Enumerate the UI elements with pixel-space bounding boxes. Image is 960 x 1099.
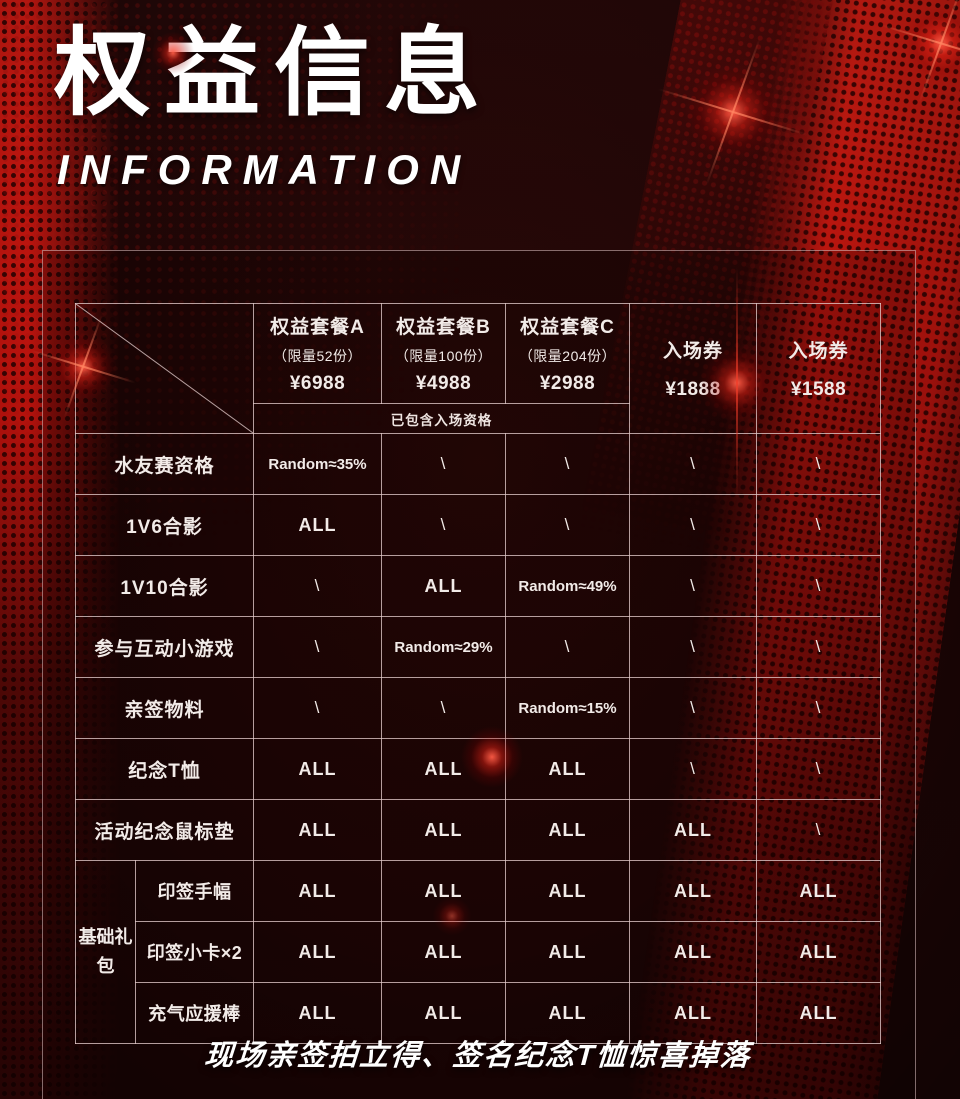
row-label: 印签小卡×2 [135,921,254,983]
subheader-row: 已包含入场资格 [76,403,881,434]
cell-value: \ [629,738,757,800]
package-limit: （限量52份） [272,348,363,364]
table-row: 参与互动小游戏 \ Random≈29% \ \ \ [75,616,881,678]
row-label: 水友赛资格 [75,433,254,495]
table-row: 充气应援棒 ALL ALL ALL ALL ALL [76,982,881,1044]
row-label: 印签手幅 [135,860,254,922]
table-row: 活动纪念鼠标垫 ALL ALL ALL ALL \ [75,799,881,861]
ticket-name: 入场券 [788,341,849,362]
benefits-table: 权益套餐A （限量52份） ¥6988 权益套餐B （限量100份） ¥4988… [75,303,881,1044]
cell-value: \ [381,433,506,495]
footer-note: 现场亲签拍立得、签名纪念T恤惊喜掉落 [203,1040,753,1072]
cell-value: ALL [505,860,630,922]
cell-value: ALL [253,494,382,556]
row-label: 活动纪念鼠标垫 [75,799,254,861]
table-row: 亲签物料 \ \ Random≈15% \ \ [75,677,881,739]
column-header-package-b: 权益套餐B （限量100份） ¥4988 [381,303,506,404]
cell-value: \ [629,494,757,556]
cell-value: ALL [253,860,382,922]
cell-value: ALL [381,799,506,861]
cell-value: \ [629,677,757,739]
column-header-package-c: 权益套餐C （限量204份） ¥2988 [505,303,630,404]
table-row: 水友赛资格 Random≈35% \ \ \ \ [75,433,881,495]
cell-value: ALL [629,799,757,861]
cell-value: \ [253,616,382,678]
cell-value: \ [629,433,757,495]
cell-value: ALL [505,921,630,983]
row-label: 参与互动小游戏 [75,616,254,678]
cell-value: \ [756,555,881,617]
cell-value: ALL [381,860,506,922]
row-label: 亲签物料 [75,677,254,739]
cell-value: \ [756,494,881,556]
cell-value: \ [505,494,630,556]
cell-value: ALL [253,921,382,983]
row-label: 1V6合影 [75,494,254,556]
cell-value: \ [756,433,881,495]
subheader-note: 已包含入场资格 [253,403,630,434]
cell-value: \ [381,494,506,556]
group-label: 基础礼包 [75,860,136,1044]
cell-value: \ [756,799,881,861]
ticket-price: ¥1588 [790,379,847,400]
cell-value: ALL [756,921,881,983]
column-header-ticket-1888: 入场券 ¥1888 [629,303,757,434]
cell-value: ALL [629,860,757,922]
page-title: 权益信息 [54,20,494,127]
cell-value: \ [253,555,382,617]
cell-value: ALL [253,738,382,800]
header-row: 权益套餐A （限量52份） ¥6988 权益套餐B （限量100份） ¥4988… [75,303,881,434]
cell-value: ALL [505,799,630,861]
cell-value: ALL [756,982,881,1044]
cell-value: \ [381,677,506,739]
cell-value: \ [505,433,630,495]
column-header-ticket-1588: 入场券 ¥1588 [756,303,881,434]
package-price: ¥2988 [539,373,596,394]
cell-value: \ [756,677,881,739]
diagonal-line [76,304,253,433]
cell-value: ALL [629,921,757,983]
row-label: 纪念T恤 [75,738,254,800]
ticket-name: 入场券 [662,341,723,362]
cell-value: ALL [505,982,630,1044]
cell-value: \ [756,616,881,678]
corner-cell [75,303,254,434]
package-limit: （限量100份） [394,348,493,364]
cell-value: \ [629,616,757,678]
cell-value: \ [756,738,881,800]
cell-value: ALL [253,799,382,861]
cell-value: Random≈15% [505,677,630,739]
table-row: 基础礼包 印签手幅 ALL ALL ALL ALL ALL [75,860,881,1044]
package-limit: （限量204份） [518,348,617,364]
package-name: 权益套餐C [520,317,615,338]
cell-value: Random≈29% [381,616,506,678]
table-row: 1V10合影 \ ALL Random≈49% \ \ [75,555,881,617]
column-header-package-a: 权益套餐A （限量52份） ¥6988 [253,303,382,404]
cell-value: ALL [505,738,630,800]
table-row: 印签小卡×2 ALL ALL ALL ALL ALL [76,921,881,983]
ticket-price: ¥1888 [665,379,721,400]
package-price: ¥4988 [415,373,472,394]
package-price: ¥6988 [289,373,346,394]
table-row: 1V6合影 ALL \ \ \ \ [75,494,881,556]
package-name: 权益套餐B [396,317,491,338]
table-row: 纪念T恤 ALL ALL ALL \ \ [75,738,881,800]
cell-value: Random≈49% [505,555,630,617]
cell-value: ALL [381,982,506,1044]
page-subtitle: INFORMATION [57,146,472,193]
cell-value: ALL [381,738,506,800]
cell-value: ALL [756,860,881,922]
cell-value: ALL [381,555,506,617]
row-label: 充气应援棒 [135,982,254,1044]
cell-value: ALL [381,921,506,983]
cell-value: \ [253,677,382,739]
cell-value: Random≈35% [253,433,382,495]
cell-value: \ [629,555,757,617]
package-name: 权益套餐A [270,317,365,338]
row-label: 1V10合影 [75,555,254,617]
cell-value: \ [505,616,630,678]
